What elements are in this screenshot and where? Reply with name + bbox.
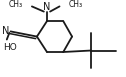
Text: N: N (2, 26, 9, 36)
Text: HO: HO (3, 43, 17, 52)
Text: CH₃: CH₃ (9, 0, 23, 9)
Text: N: N (43, 2, 51, 12)
Text: CH₃: CH₃ (68, 0, 82, 9)
